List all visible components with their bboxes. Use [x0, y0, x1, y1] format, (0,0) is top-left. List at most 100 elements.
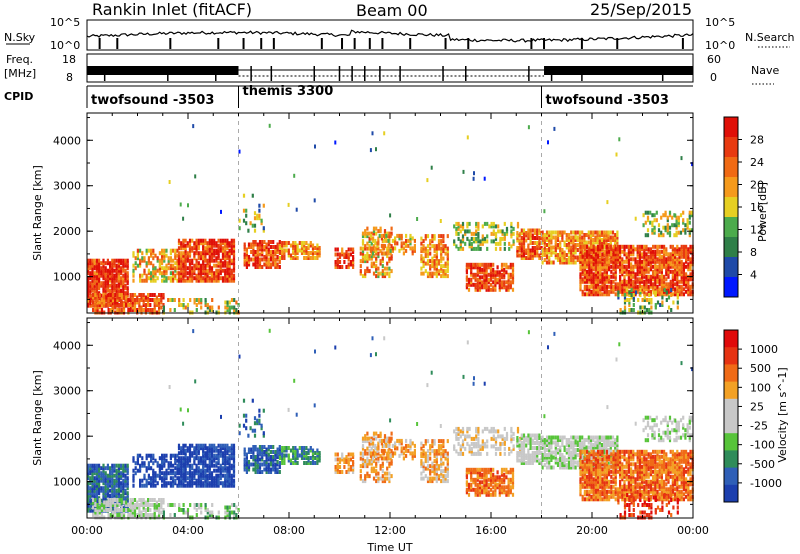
echo-cell: [664, 225, 667, 230]
echo-cell: [249, 426, 252, 431]
echo-cell: [100, 271, 103, 276]
echo-cell: [429, 246, 432, 251]
echo-cell: [361, 249, 365, 254]
echo-cell: [208, 258, 211, 263]
echo-cell: [133, 308, 137, 312]
echo-cell: [263, 467, 266, 472]
echo-cell: [195, 448, 198, 453]
echo-cell: [352, 255, 355, 259]
echo-cell: [621, 287, 624, 292]
echo-cell: [316, 453, 319, 458]
echo-cell: [483, 236, 487, 241]
echo-cell: [152, 478, 155, 483]
echo-cell: [645, 298, 649, 302]
echo-cell: [287, 241, 290, 245]
echo-cell: [287, 248, 290, 253]
echo-cell: [311, 248, 315, 253]
echo-cell: [420, 271, 423, 276]
echo-cell: [180, 243, 183, 248]
echo-cell: [627, 282, 630, 287]
echo-cell: [642, 213, 645, 218]
echo-cell: [623, 269, 626, 274]
echo-cell: [210, 273, 214, 278]
echo-cell: [563, 250, 566, 255]
echo-cell: [435, 266, 438, 271]
echo-cell: [95, 286, 98, 291]
echo-cell: [442, 234, 445, 239]
echo-cell: [230, 268, 233, 273]
echo-cell: [413, 246, 416, 251]
echo-cell: [215, 248, 218, 253]
echo-cell: [311, 458, 315, 463]
echo-cell: [254, 462, 257, 467]
echo-cell: [522, 236, 526, 240]
echo-cell: [677, 223, 680, 228]
echo-cell: [685, 259, 688, 264]
echo-cell: [195, 443, 198, 448]
echo-cell: [303, 446, 306, 450]
echo-cell: [439, 219, 442, 223]
echo-cell: [228, 473, 231, 478]
echo-cell: [627, 284, 630, 289]
echo-cell: [588, 284, 591, 289]
echo-cell: [169, 481, 172, 486]
echo-cell: [142, 508, 145, 512]
echo-cell: [307, 253, 310, 258]
echo-cell: [390, 231, 393, 236]
echo-cell: [674, 247, 677, 252]
echo-cell: [126, 496, 129, 501]
echo-cell: [470, 280, 473, 285]
echo-cell: [94, 513, 97, 517]
echo-cell: [252, 245, 255, 249]
echo-cell: [281, 453, 284, 458]
echo-cell: [154, 271, 157, 276]
echo-cell: [191, 248, 194, 253]
echo-cell: [155, 300, 158, 305]
echo-cell: [608, 289, 611, 294]
echo-cell: [210, 456, 214, 461]
echo-cell: [147, 503, 150, 507]
echo-cell: [478, 280, 482, 285]
echo-cell: [605, 247, 608, 252]
echo-cell: [643, 292, 646, 297]
echo-cell: [372, 251, 375, 256]
echo-cell: [565, 258, 568, 262]
echo-cell: [516, 236, 519, 240]
echo-cell: [548, 240, 551, 245]
echo-cell: [689, 257, 692, 262]
echo-cell: [210, 271, 214, 276]
echo-cell: [492, 239, 495, 244]
echo-cell: [446, 274, 449, 279]
echo-cell: [144, 308, 147, 312]
echo-cell: [433, 254, 436, 259]
echo-cell: [180, 476, 183, 481]
echo-cell: [126, 463, 129, 468]
echo-cell: [475, 236, 478, 241]
echo-cell: [621, 292, 624, 297]
echo-cell: [124, 481, 127, 486]
echo-cell: [89, 303, 92, 308]
echo-cell: [424, 269, 427, 274]
echo-cell: [285, 446, 288, 450]
echo-cell: [213, 251, 216, 256]
echo-cell: [191, 473, 194, 478]
echo-cell: [518, 238, 521, 243]
echo-cell: [111, 498, 115, 502]
echo-cell: [388, 271, 391, 276]
echo-cell: [561, 238, 564, 242]
echo-cell: [149, 298, 152, 302]
echo-cell: [669, 279, 672, 284]
echo-cell: [658, 269, 661, 274]
echo-cell: [292, 453, 295, 458]
echo-cell: [470, 244, 473, 249]
echo-cell: [243, 242, 246, 247]
echo-cell: [665, 290, 668, 295]
echo-cell: [102, 268, 105, 273]
echo-cell: [596, 233, 599, 237]
echo-cell: [197, 448, 200, 453]
echo-cell: [153, 293, 156, 297]
echo-cell: [177, 471, 181, 476]
echo-cell: [588, 277, 591, 282]
echo-cell: [91, 268, 94, 273]
echo-cell: [206, 451, 209, 456]
